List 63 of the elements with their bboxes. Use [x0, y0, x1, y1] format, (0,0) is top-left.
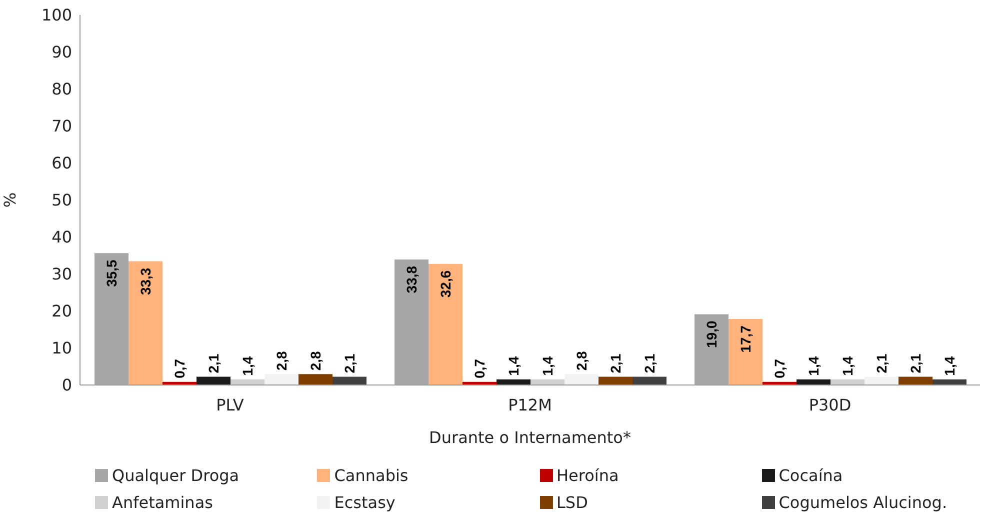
data-label: 35,5: [104, 259, 120, 287]
data-label: 2,1: [206, 354, 222, 374]
data-label: 2,8: [574, 350, 590, 371]
bar: [332, 376, 366, 385]
data-label: 2,1: [908, 354, 924, 374]
y-tick-label: 20: [52, 302, 72, 321]
y-tick-label: 60: [52, 154, 72, 173]
data-label: 1,4: [840, 356, 856, 376]
y-tick-label: 100: [41, 6, 72, 25]
bar: [632, 376, 666, 385]
bar: [428, 264, 462, 385]
x-tick-label: P30D: [808, 395, 852, 414]
legend-label: Cocaína: [778, 466, 843, 485]
y-tick-label: 50: [52, 190, 72, 210]
data-label: 1,4: [540, 356, 556, 376]
legend-label: Ecstasy: [334, 493, 396, 512]
y-tick-label: 0: [62, 376, 72, 395]
bar: [898, 376, 932, 385]
y-tick-label: 70: [52, 116, 72, 136]
bar: [298, 374, 332, 385]
legend-label: Cogumelos Alucinog.: [778, 493, 948, 512]
data-label: 0,7: [772, 358, 788, 378]
bar: [394, 259, 428, 385]
x-axis-title: Durante o Internamento*: [429, 428, 631, 447]
bar: [94, 253, 128, 385]
y-tick-label: 90: [52, 42, 72, 62]
data-label: 2,1: [342, 354, 358, 374]
data-label: 1,4: [806, 356, 822, 376]
y-axis-title: %: [0, 192, 20, 208]
x-tick-label: PLV: [216, 395, 244, 414]
data-label: 1,4: [506, 356, 522, 376]
legend-label: Qualquer Droga: [112, 466, 240, 485]
data-label: 1,4: [942, 356, 958, 376]
y-tick-label: 30: [52, 264, 72, 284]
bar: [264, 374, 298, 385]
data-label: 2,1: [608, 354, 624, 374]
bar: [196, 376, 230, 385]
bar: [864, 376, 898, 385]
legend-label: Cannabis: [334, 466, 408, 485]
x-tick-label: P12M: [508, 395, 552, 414]
data-label: 33,3: [138, 268, 154, 296]
legend-label: Heroína: [556, 466, 619, 485]
data-label: 19,0: [704, 320, 720, 348]
data-label: 0,7: [172, 358, 188, 378]
data-label: 2,1: [642, 354, 658, 374]
data-label: 33,8: [404, 266, 420, 294]
data-label: 2,1: [874, 354, 890, 374]
bar: [564, 374, 598, 385]
y-tick-label: 80: [52, 80, 72, 99]
data-label: 1,4: [240, 356, 256, 376]
bar: [128, 261, 162, 385]
data-label: 32,6: [438, 270, 454, 298]
data-label: 2,8: [308, 350, 324, 371]
data-label: 17,7: [738, 325, 754, 353]
y-tick-label: 10: [52, 338, 72, 358]
bar: [728, 319, 762, 385]
data-label: 0,7: [472, 358, 488, 378]
legend-label: Anfetaminas: [112, 493, 213, 512]
y-tick-label: 40: [52, 228, 72, 247]
legend-label: LSD: [556, 493, 588, 512]
data-label: 2,8: [274, 350, 290, 371]
bar: [694, 314, 728, 385]
bar: [598, 376, 632, 385]
